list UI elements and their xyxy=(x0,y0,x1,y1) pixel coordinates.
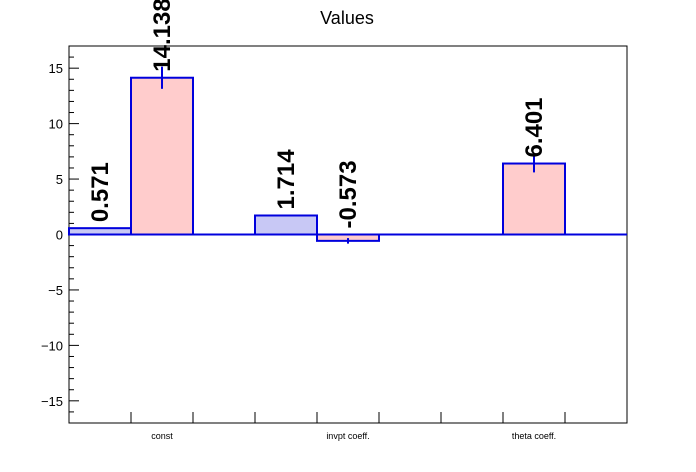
chart-title: Values xyxy=(320,8,374,28)
x-tick-label: const xyxy=(151,431,173,441)
y-tick-label: −5 xyxy=(48,283,63,298)
y-tick-label: 5 xyxy=(56,172,63,187)
value-label: 1.714 xyxy=(273,149,300,210)
y-tick-label: 0 xyxy=(56,228,63,243)
y-tick-label: 15 xyxy=(49,61,63,76)
value-label: 0.571 xyxy=(87,162,114,222)
bar xyxy=(502,162,566,236)
x-tick-label: invpt coeff. xyxy=(326,431,369,441)
bars xyxy=(68,66,566,244)
x-axis: const invpt coeff. theta coeff. xyxy=(130,412,566,441)
y-tick-label: 10 xyxy=(49,117,63,132)
bar xyxy=(254,214,318,236)
y-tick-label: −10 xyxy=(41,338,63,353)
x-tick-label: theta coeff. xyxy=(512,431,556,441)
value-label: 14.138 xyxy=(149,0,176,72)
bar xyxy=(130,76,194,236)
y-tick-label: −15 xyxy=(41,394,63,409)
value-label: -0.573 xyxy=(335,160,362,228)
value-labels: 0.571 1.714 14.138 -0.573 6.401 xyxy=(87,0,548,229)
value-label: 6.401 xyxy=(521,97,548,157)
y-axis: −15 −10 −5 0 5 10 15 xyxy=(41,45,79,424)
